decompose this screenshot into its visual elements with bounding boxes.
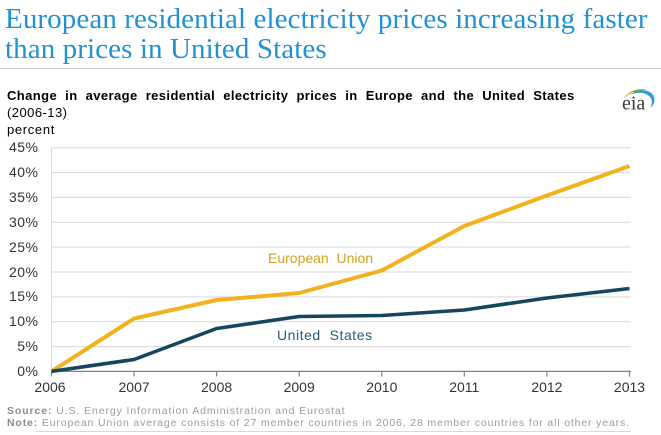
svg-text:15%: 15% (9, 288, 39, 304)
svg-text:30%: 30% (9, 214, 39, 230)
svg-text:40%: 40% (9, 164, 39, 180)
svg-text:United States: United States (277, 327, 373, 343)
svg-text:2006: 2006 (34, 379, 65, 395)
svg-text:0%: 0% (17, 363, 38, 379)
svg-text:5%: 5% (17, 338, 38, 354)
svg-text:2010: 2010 (366, 379, 397, 395)
svg-text:10%: 10% (9, 313, 39, 329)
svg-text:20%: 20% (9, 264, 39, 280)
svg-text:2008: 2008 (201, 379, 232, 395)
svg-text:2007: 2007 (119, 379, 150, 395)
svg-text:European Union: European Union (268, 250, 373, 266)
svg-text:eia: eia (622, 93, 645, 115)
svg-text:2013: 2013 (614, 379, 645, 395)
svg-text:45%: 45% (9, 139, 39, 155)
svg-text:35%: 35% (9, 189, 39, 205)
svg-text:2009: 2009 (284, 379, 315, 395)
svg-text:2012: 2012 (531, 379, 562, 395)
svg-text:25%: 25% (9, 239, 39, 255)
svg-text:2011: 2011 (449, 379, 479, 395)
